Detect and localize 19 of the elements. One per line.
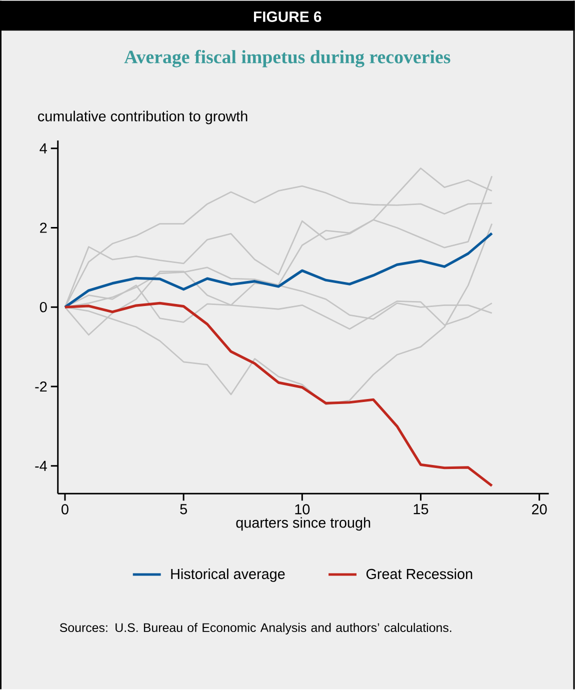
- legend-label: Historical average: [171, 568, 285, 582]
- y-tick-label: -4: [35, 460, 48, 471]
- x-tick-label: 0: [62, 504, 69, 514]
- line-series: [64, 302, 494, 488]
- chart-title: Average fiscal impetus during recoveries: [124, 50, 450, 68]
- y-axis-title: cumulative contribution to growth: [38, 110, 248, 124]
- y-tick-label: 4: [40, 143, 48, 154]
- y-tick-label: 0: [40, 302, 47, 312]
- legend-label: Great Recession: [366, 568, 472, 580]
- y-tick-label: 2: [40, 222, 47, 233]
- x-tick-label: 5: [180, 504, 188, 514]
- line-series: [64, 232, 494, 308]
- x-tick-label: 20: [532, 504, 547, 514]
- source-note: Sources: U.S. Bureau of Economic Analysis and authors’ calculations.: [60, 622, 452, 634]
- x-tick-label: 15: [414, 504, 428, 514]
- x-axis-title: quarters since trough: [236, 517, 370, 531]
- y-tick-label: -2: [35, 381, 47, 392]
- x-tick-label: 10: [295, 504, 310, 514]
- chart-subtitle: FIGURE 6: [254, 11, 322, 22]
